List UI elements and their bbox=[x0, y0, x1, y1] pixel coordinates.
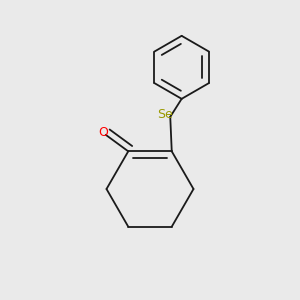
Text: O: O bbox=[98, 126, 108, 139]
Text: Se: Se bbox=[157, 108, 173, 121]
